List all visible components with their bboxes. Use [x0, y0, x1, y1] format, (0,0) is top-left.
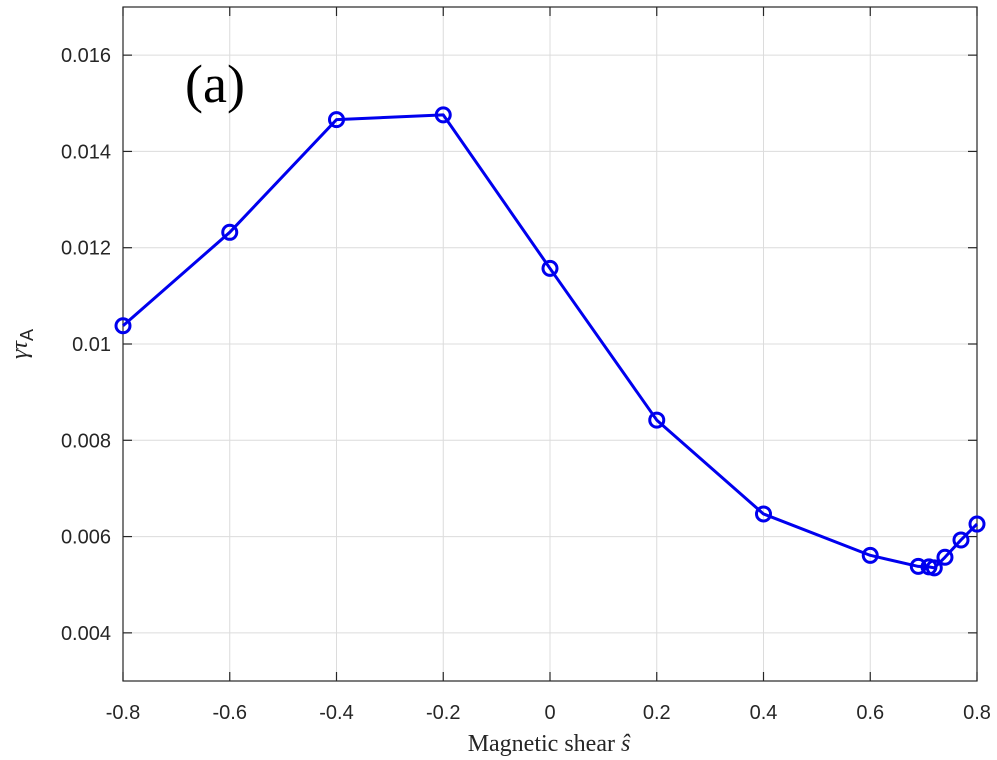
data-point — [648, 411, 666, 429]
panel-label: (a) — [185, 54, 245, 114]
x-tick-label: -0.6 — [213, 702, 247, 724]
data-point — [925, 559, 943, 577]
data-point — [936, 548, 954, 566]
data-point — [952, 531, 970, 549]
y-tick-labels: 0.004 0.006 0.008 0.01 0.012 0.014 0.016 — [61, 45, 111, 645]
data-point — [541, 259, 559, 277]
series-layer — [114, 106, 986, 577]
y-tick-label: 0.004 — [61, 623, 111, 645]
data-point — [328, 111, 345, 129]
series-line — [122, 113, 979, 570]
x-tick-label: 0 — [544, 702, 555, 724]
x-tick-label: -0.4 — [319, 702, 353, 724]
data-point — [434, 106, 452, 124]
data-point — [221, 223, 239, 241]
x-tick-label: 0.8 — [963, 702, 991, 724]
x-tick-labels: -0.8 -0.6 -0.4 -0.2 0 0.2 0.4 0.6 0.8 — [106, 702, 991, 724]
data-point — [861, 546, 879, 564]
y-axis-title-subscript: A — [17, 329, 37, 341]
data-point — [114, 317, 132, 335]
data-point — [755, 505, 772, 523]
y-axis-title-tau: τ — [7, 340, 33, 350]
y-tick-label: 0.016 — [61, 45, 111, 67]
x-axis-title: Magnetic shear ŝ — [468, 731, 631, 757]
x-tick-label: 0.4 — [750, 702, 778, 724]
y-tick-label: 0.008 — [61, 430, 111, 452]
data-point — [909, 557, 927, 575]
y-tick-label: 0.006 — [61, 527, 111, 549]
x-tick-label: 0.2 — [643, 702, 671, 724]
x-tick-label: 0.6 — [856, 702, 884, 724]
grid-lines — [122, 7, 978, 681]
y-axis-title-gamma: γ — [7, 349, 33, 359]
x-axis-title-text: Magnetic shear — [468, 731, 615, 757]
y-tick-label: 0.01 — [72, 334, 111, 356]
y-axis-title: γτA — [7, 329, 37, 359]
x-tick-label: -0.2 — [426, 702, 460, 724]
y-tick-label: 0.012 — [61, 238, 111, 260]
x-tick-label: -0.8 — [106, 702, 140, 724]
plot-frame — [122, 6, 978, 682]
data-point — [968, 515, 986, 533]
x-axis-title-symbol: ŝ — [621, 731, 631, 757]
y-tick-label: 0.014 — [61, 141, 111, 163]
